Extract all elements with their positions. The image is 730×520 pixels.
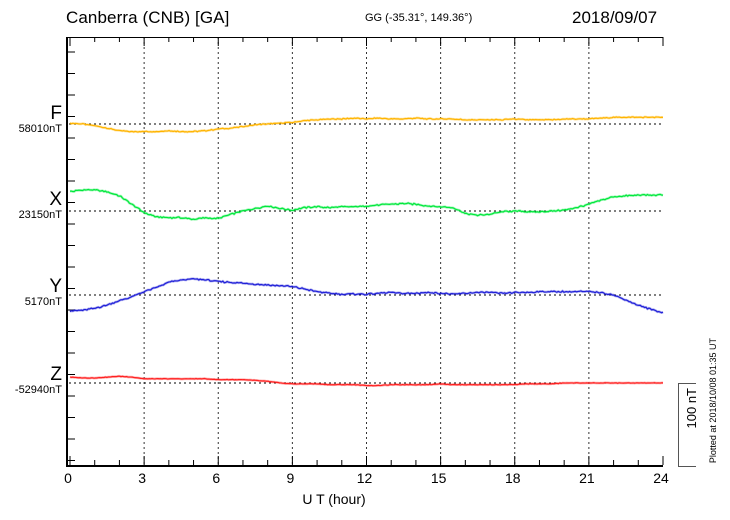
x-axis-tick-9: 9 <box>286 470 295 486</box>
scale-bar <box>678 383 696 467</box>
component-baseline-f: 58010nT <box>18 123 62 135</box>
scale-bar-bottom-cap <box>678 466 696 467</box>
x-axis-tick-12: 12 <box>356 470 373 486</box>
magnetogram-traces <box>68 37 664 465</box>
component-label-x: X 23150nT <box>19 190 62 222</box>
plot-frame <box>66 37 664 467</box>
geographic-coordinates: GG (-35.31°, 149.36°) <box>365 12 473 24</box>
component-label-f: F 58010nT <box>19 104 62 136</box>
x-axis-tick-18: 18 <box>504 470 521 486</box>
x-axis-tick-0: 0 <box>64 470 72 486</box>
x-axis-tick-24: 24 <box>653 470 669 486</box>
observation-date: 2018/09/07 <box>572 8 658 27</box>
plotted-timestamp: Plotted at 2018/10/08 01:35 UT <box>708 338 718 464</box>
x-axis-title: U T (hour) <box>0 491 730 507</box>
component-symbol-y: Y <box>49 276 62 297</box>
x-axis-tick-15: 15 <box>430 470 447 486</box>
component-symbol-z: Z <box>50 364 62 385</box>
x-axis-tick-6: 6 <box>212 470 221 486</box>
component-baseline-y: 5170nT <box>24 296 62 308</box>
component-baseline-z: -52940nT <box>14 384 62 396</box>
component-label-z: Z -52940nT <box>15 365 62 397</box>
component-symbol-x: X <box>49 189 62 210</box>
station-title: Canberra (CNB) [GA] <box>66 8 230 27</box>
component-symbol-f: F <box>50 103 62 124</box>
component-label-y: Y 5170nT <box>25 277 62 309</box>
scale-bar-top-cap <box>678 383 696 384</box>
x-axis-tick-3: 3 <box>138 470 147 486</box>
scale-bar-label: 100 nT <box>684 388 699 429</box>
component-baseline-x: 23150nT <box>18 209 62 221</box>
x-axis-tick-21: 21 <box>579 470 595 486</box>
x-axis-title-text: U T (hour) <box>302 491 366 507</box>
